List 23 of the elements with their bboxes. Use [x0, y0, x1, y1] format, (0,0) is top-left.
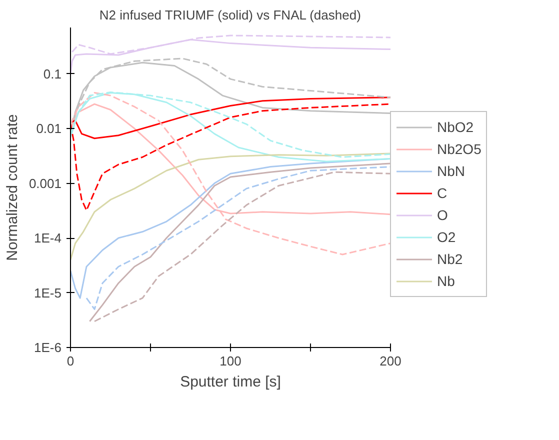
- legend-label: NbN: [437, 163, 466, 179]
- y-axis-title: Normalized count rate: [4, 114, 21, 261]
- legend-label: NbO2: [437, 119, 474, 135]
- y-tick-label: 1E-6: [34, 340, 62, 355]
- line-series: [70, 38, 390, 75]
- legend-label: O: [437, 207, 449, 223]
- legend-label: O2: [437, 229, 457, 245]
- y-tick-label: 1E-5: [34, 285, 62, 300]
- line-series: [70, 92, 390, 256]
- chart-title: N2 infused TRIUMF (solid) vs FNAL (dashed): [99, 8, 361, 22]
- x-axis-title: Sputter time [s]: [180, 374, 281, 390]
- x-tick-label: 100: [220, 354, 242, 368]
- y-tick-label: 0.01: [36, 121, 62, 136]
- y-tick-label: 1E-4: [34, 230, 62, 246]
- x-tick-label: 200: [380, 354, 402, 368]
- y-tick-label: 0.1: [43, 66, 62, 82]
- legend-label: Nb2: [437, 251, 463, 267]
- legend-label: C: [437, 185, 448, 201]
- legend-label: Nb2O5: [437, 141, 482, 157]
- legend-label: Nb: [437, 273, 456, 289]
- x-tick-label: 0: [66, 354, 74, 368]
- line-series: [70, 152, 390, 261]
- y-tick-label: 0.001: [28, 176, 62, 191]
